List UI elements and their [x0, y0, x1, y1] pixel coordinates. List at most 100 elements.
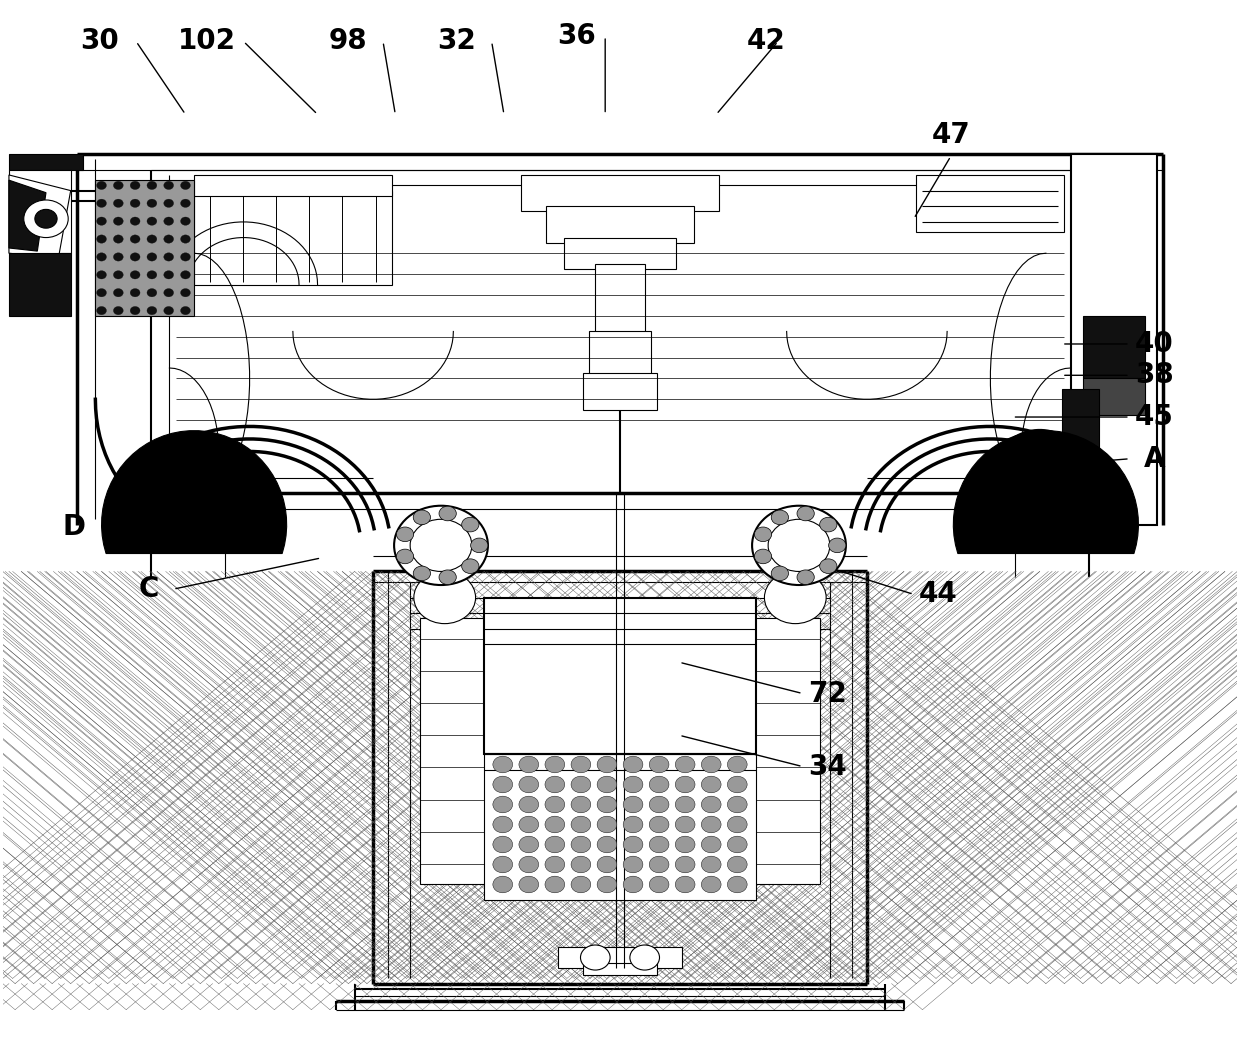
Bar: [558, 947, 682, 968]
Text: 47: 47: [931, 122, 970, 149]
Circle shape: [518, 816, 538, 833]
Circle shape: [768, 519, 830, 572]
Circle shape: [181, 253, 191, 261]
Circle shape: [797, 507, 815, 520]
Circle shape: [728, 856, 748, 873]
Circle shape: [624, 876, 642, 893]
Circle shape: [572, 836, 590, 853]
Circle shape: [728, 836, 748, 853]
Circle shape: [676, 776, 696, 793]
Circle shape: [113, 217, 123, 226]
Circle shape: [148, 181, 156, 190]
Circle shape: [518, 836, 538, 853]
Circle shape: [97, 199, 107, 208]
Circle shape: [492, 836, 512, 853]
Circle shape: [728, 796, 748, 813]
Circle shape: [24, 200, 68, 237]
Circle shape: [544, 756, 564, 773]
Bar: [916, 175, 1064, 232]
Circle shape: [461, 517, 479, 532]
Circle shape: [624, 796, 642, 813]
Text: 44: 44: [919, 580, 957, 608]
Bar: [420, 619, 537, 884]
Circle shape: [148, 288, 156, 297]
Circle shape: [650, 856, 668, 873]
Polygon shape: [9, 253, 71, 316]
Polygon shape: [9, 154, 83, 170]
Bar: [583, 373, 657, 410]
Circle shape: [164, 199, 174, 208]
Circle shape: [676, 796, 696, 813]
Circle shape: [492, 756, 512, 773]
Circle shape: [771, 566, 789, 581]
Circle shape: [624, 836, 642, 853]
Circle shape: [572, 876, 590, 893]
Circle shape: [598, 856, 616, 873]
Circle shape: [164, 271, 174, 279]
Polygon shape: [9, 180, 46, 251]
Bar: [1089, 180, 1132, 263]
Circle shape: [148, 235, 156, 243]
Circle shape: [164, 306, 174, 315]
Polygon shape: [9, 170, 71, 253]
Circle shape: [728, 776, 748, 793]
Circle shape: [113, 271, 123, 279]
Text: 42: 42: [746, 27, 785, 56]
Circle shape: [624, 776, 642, 793]
Circle shape: [164, 288, 174, 297]
Circle shape: [394, 506, 487, 585]
Circle shape: [820, 517, 837, 532]
Circle shape: [828, 538, 846, 553]
Bar: [1070, 154, 1157, 524]
Circle shape: [181, 271, 191, 279]
Circle shape: [630, 945, 660, 970]
Circle shape: [518, 756, 538, 773]
Circle shape: [676, 816, 696, 833]
Circle shape: [544, 876, 564, 893]
Circle shape: [492, 876, 512, 893]
Bar: [583, 963, 657, 976]
Text: 45: 45: [1135, 403, 1174, 431]
Text: D: D: [63, 513, 86, 540]
Circle shape: [181, 181, 191, 190]
Circle shape: [518, 776, 538, 793]
Circle shape: [492, 816, 512, 833]
Circle shape: [130, 181, 140, 190]
Text: 98: 98: [329, 27, 368, 56]
Circle shape: [598, 836, 616, 853]
Circle shape: [181, 235, 191, 243]
Circle shape: [181, 288, 191, 297]
Circle shape: [130, 306, 140, 315]
Circle shape: [410, 519, 472, 572]
Bar: [564, 237, 676, 269]
Circle shape: [148, 217, 156, 226]
Text: 36: 36: [558, 22, 596, 50]
Circle shape: [148, 271, 156, 279]
Circle shape: [650, 756, 668, 773]
Circle shape: [97, 288, 107, 297]
Circle shape: [624, 756, 642, 773]
Circle shape: [702, 856, 722, 873]
Bar: [1083, 170, 1145, 274]
Circle shape: [130, 235, 140, 243]
Bar: [1061, 389, 1099, 451]
Circle shape: [113, 181, 123, 190]
Bar: [484, 754, 756, 900]
Text: A: A: [1143, 445, 1166, 473]
Circle shape: [572, 796, 590, 813]
Circle shape: [650, 776, 668, 793]
Circle shape: [439, 570, 456, 584]
Circle shape: [544, 796, 564, 813]
Circle shape: [544, 776, 564, 793]
Circle shape: [702, 776, 722, 793]
Bar: [589, 331, 651, 379]
Bar: [703, 619, 820, 884]
Circle shape: [702, 816, 722, 833]
Circle shape: [35, 210, 57, 229]
Circle shape: [676, 836, 696, 853]
Circle shape: [624, 816, 642, 833]
Text: 32: 32: [438, 27, 476, 56]
Circle shape: [754, 527, 771, 541]
Circle shape: [439, 507, 456, 520]
Circle shape: [650, 796, 668, 813]
